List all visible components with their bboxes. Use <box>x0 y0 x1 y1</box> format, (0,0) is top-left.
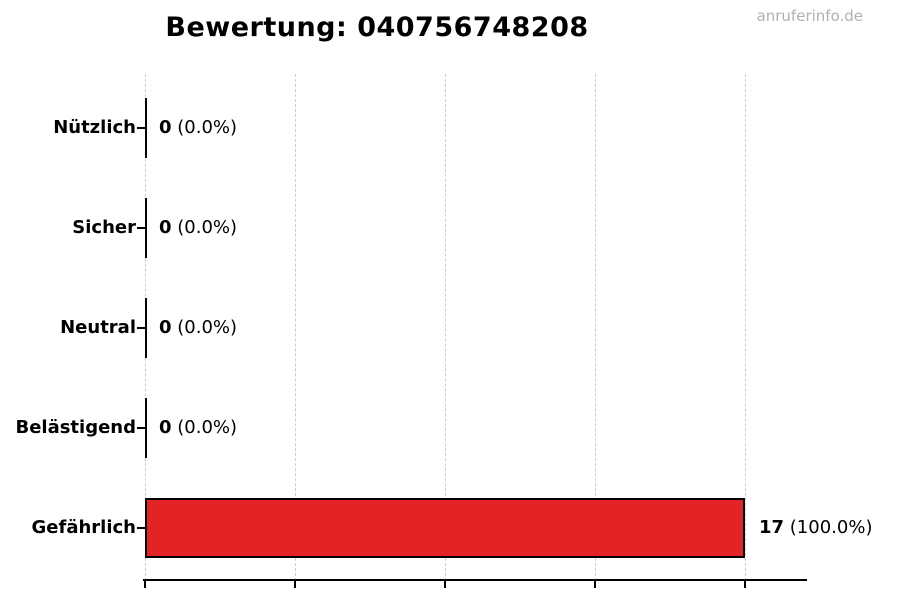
value-count: 17 <box>759 517 785 538</box>
x-axis-tick <box>744 581 746 588</box>
category-tick <box>137 127 145 129</box>
category-label: Gefährlich <box>31 517 136 538</box>
category-label: Neutral <box>60 317 136 338</box>
category-tick <box>137 527 145 529</box>
value-percent: (0.0%) <box>171 317 238 338</box>
category-tick <box>137 227 145 229</box>
x-axis-tick <box>594 581 596 588</box>
value-label: 0 (0.0%) <box>159 115 237 141</box>
category-label: Sicher <box>72 217 136 238</box>
value-count: 0 <box>159 217 172 238</box>
bar <box>145 498 745 558</box>
gridline <box>745 74 746 581</box>
gridline <box>595 74 596 581</box>
bar <box>145 398 147 458</box>
value-count: 0 <box>159 117 172 138</box>
x-axis-tick <box>144 581 146 588</box>
category-tick <box>137 427 145 429</box>
value-percent: (0.0%) <box>171 417 238 438</box>
value-label: 0 (0.0%) <box>159 415 237 441</box>
gridline <box>295 74 296 581</box>
value-count: 0 <box>159 317 172 338</box>
category-label: Belästigend <box>15 417 136 438</box>
bar <box>145 98 147 158</box>
chart-title: Bewertung: 040756748208 <box>165 12 589 43</box>
x-axis-tick <box>444 581 446 588</box>
category-tick <box>137 327 145 329</box>
watermark: anruferinfo.de <box>756 7 863 25</box>
value-label: 0 (0.0%) <box>159 215 237 241</box>
value-label: 0 (0.0%) <box>159 315 237 341</box>
value-percent: (100.0%) <box>784 517 873 538</box>
x-axis-line <box>143 579 807 581</box>
value-label: 17 (100.0%) <box>759 515 872 541</box>
bar <box>145 198 147 258</box>
x-axis-tick <box>294 581 296 588</box>
value-percent: (0.0%) <box>171 117 238 138</box>
value-percent: (0.0%) <box>171 217 238 238</box>
value-count: 0 <box>159 417 172 438</box>
category-label: Nützlich <box>53 117 136 138</box>
gridline <box>445 74 446 581</box>
bar <box>145 298 147 358</box>
